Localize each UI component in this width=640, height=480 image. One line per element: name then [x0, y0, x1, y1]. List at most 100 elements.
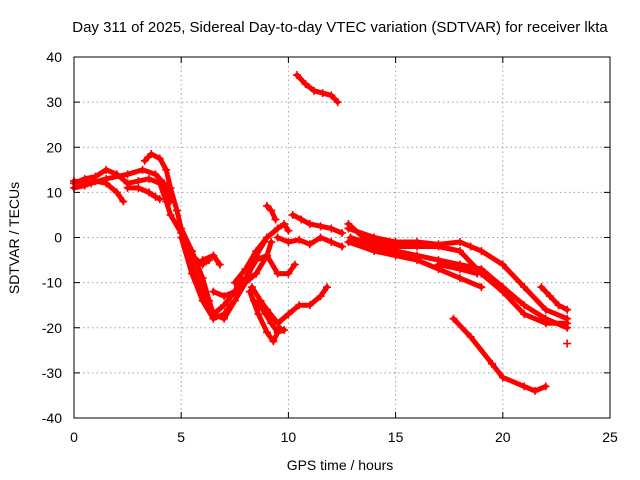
y-tick-label: -30 — [42, 365, 62, 381]
data-point — [563, 305, 572, 314]
data-point — [230, 287, 239, 296]
data-point — [297, 215, 306, 224]
data-point — [338, 242, 346, 251]
data-point — [177, 224, 186, 233]
data-point — [123, 183, 132, 192]
data-point — [209, 287, 218, 296]
series-line — [538, 284, 570, 313]
data-point — [198, 274, 207, 283]
y-tick-label: 0 — [54, 230, 62, 246]
series-arc-20 — [346, 233, 572, 332]
data-point — [230, 278, 239, 287]
data-point — [466, 242, 475, 251]
data-point — [455, 238, 464, 247]
data-point — [102, 165, 111, 174]
data-point — [310, 86, 319, 95]
data-point — [322, 283, 331, 292]
data-point — [563, 323, 572, 332]
data-point — [413, 256, 422, 265]
data-point — [292, 71, 301, 80]
data-point — [166, 210, 175, 219]
data-point — [455, 274, 464, 283]
data-point — [520, 283, 529, 292]
data-point — [305, 219, 314, 228]
series-arc-18 — [292, 71, 342, 107]
data-point — [151, 170, 160, 179]
data-point — [140, 156, 149, 165]
data-point — [254, 310, 263, 319]
data-point — [267, 319, 276, 328]
data-point — [466, 332, 475, 341]
data-point — [267, 206, 276, 215]
series-arc-11 — [230, 238, 276, 296]
data-point — [391, 251, 400, 260]
x-tick-label: 15 — [388, 429, 404, 445]
data-point — [145, 174, 154, 183]
data-point — [344, 238, 353, 247]
data-point — [488, 359, 497, 368]
data-point — [250, 296, 259, 305]
data-point — [269, 337, 278, 346]
series-line — [142, 151, 244, 317]
data-point — [477, 247, 486, 256]
data-point — [102, 174, 111, 183]
series-arc-24 — [449, 314, 550, 395]
data-point — [87, 179, 96, 188]
x-tick-label: 5 — [177, 429, 185, 445]
series-arc-21 — [344, 224, 572, 323]
data-point — [290, 260, 299, 269]
data-point — [262, 233, 271, 242]
data-point — [295, 235, 304, 244]
data-point — [305, 240, 314, 249]
gridlines — [74, 57, 610, 418]
series-arc-6 — [177, 233, 235, 323]
data-point — [230, 296, 239, 305]
data-point — [187, 251, 196, 260]
data-point — [473, 269, 482, 278]
data-series — [70, 71, 572, 395]
data-point — [119, 197, 128, 206]
data-point — [541, 314, 550, 323]
series-arc-8 — [198, 251, 224, 269]
x-axis-label: GPS time / hours — [287, 457, 394, 473]
data-point — [160, 179, 169, 188]
y-tick-label: -10 — [42, 275, 62, 291]
data-point — [273, 328, 282, 337]
y-tick-label: -40 — [42, 410, 62, 426]
data-point — [545, 292, 554, 301]
data-point — [554, 301, 563, 310]
series-arc-25 — [537, 283, 572, 314]
data-point — [155, 154, 164, 163]
y-tick-label: 40 — [46, 49, 62, 65]
series-arc-16 — [273, 233, 346, 251]
data-point — [498, 283, 507, 292]
data-point — [172, 206, 181, 215]
data-point — [247, 283, 256, 292]
data-point — [537, 283, 546, 292]
series-arc-1 — [70, 165, 282, 323]
data-point — [318, 89, 327, 98]
data-point — [209, 251, 218, 260]
data-point — [177, 233, 186, 242]
data-point — [477, 283, 486, 292]
data-point — [198, 296, 207, 305]
data-point — [134, 183, 143, 192]
data-point — [316, 222, 325, 231]
series-arc-17 — [288, 210, 346, 237]
data-point — [220, 310, 229, 319]
data-point — [258, 305, 267, 314]
data-point — [327, 224, 336, 233]
data-point — [112, 188, 121, 197]
data-point — [316, 233, 325, 242]
data-point — [295, 301, 304, 310]
data-point — [327, 238, 336, 247]
chart-title: Day 311 of 2025, Sidereal Day-to-day VTE… — [72, 19, 608, 36]
data-point — [434, 260, 443, 269]
data-point — [327, 91, 336, 100]
data-point — [434, 240, 443, 249]
x-tick-label: 20 — [495, 429, 511, 445]
series-line — [290, 212, 345, 236]
data-point — [273, 269, 282, 278]
y-tick-label: 20 — [46, 139, 62, 155]
